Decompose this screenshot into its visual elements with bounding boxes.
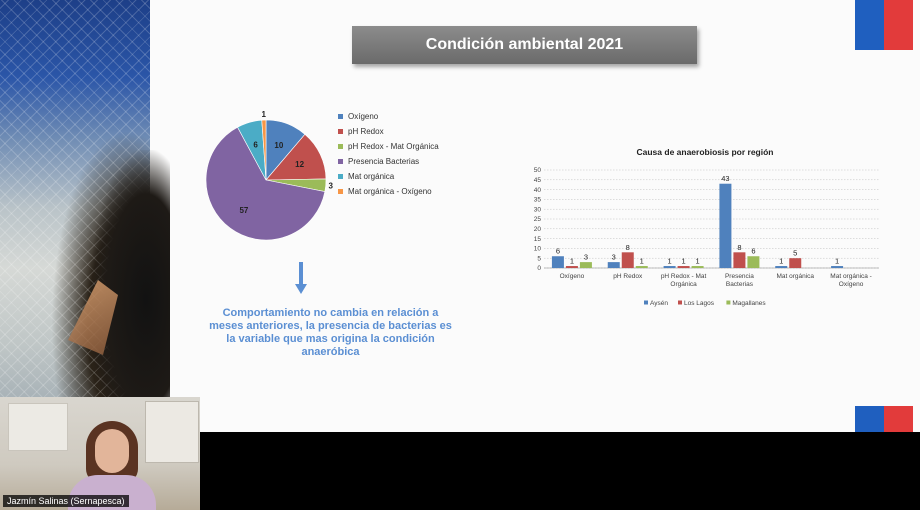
bar-data-label: 8 bbox=[626, 243, 630, 252]
bar bbox=[565, 266, 578, 268]
bar-data-label: 1 bbox=[835, 257, 839, 266]
bar-data-label: 3 bbox=[584, 253, 588, 262]
x-category-label: Mat orgánica - bbox=[830, 273, 872, 280]
x-category-label: Presencia bbox=[725, 273, 754, 280]
slide-title: Condición ambiental 2021 bbox=[352, 26, 697, 64]
pie-legend-item: Oxígeno bbox=[338, 112, 448, 122]
legend-swatch bbox=[338, 189, 343, 194]
chile-flag-logo-bottom bbox=[855, 406, 913, 432]
pie-data-label: 57 bbox=[239, 206, 248, 215]
bar bbox=[691, 266, 704, 268]
bar bbox=[789, 258, 802, 268]
webcam-background-board bbox=[145, 401, 199, 463]
legend-swatch bbox=[338, 129, 343, 134]
legend-swatch bbox=[338, 114, 343, 119]
x-category-label: Oxígeno bbox=[560, 273, 585, 280]
pie-legend-item: Mat orgánica - Oxígeno bbox=[338, 187, 448, 197]
pie-data-label: 10 bbox=[274, 141, 283, 150]
x-category-label: Bacterias bbox=[726, 281, 754, 288]
x-category-label: Mat orgánica bbox=[776, 273, 814, 280]
bar-data-label: 3 bbox=[612, 253, 616, 262]
pie-data-label: 1 bbox=[261, 110, 266, 119]
bar-data-label: 1 bbox=[667, 257, 671, 266]
bar bbox=[775, 266, 788, 268]
x-category-label: pH Redox bbox=[613, 273, 643, 280]
bar bbox=[719, 183, 732, 268]
pie-chart-svg: 10 12 3 57 6 1 bbox=[205, 110, 334, 241]
pie-legend: Oxígeno pH Redox pH Redox - Mat Orgánica Pr… bbox=[338, 112, 448, 202]
legend-swatch bbox=[678, 300, 682, 305]
y-tick-label: 35 bbox=[534, 197, 542, 204]
legend-swatch bbox=[644, 300, 648, 305]
bar bbox=[579, 262, 592, 268]
bar-chart-title: Causa de anaerobiosis por región bbox=[636, 147, 774, 157]
pie-data-label: 3 bbox=[329, 182, 334, 191]
bar bbox=[677, 266, 690, 268]
bar-data-label: 6 bbox=[556, 247, 560, 256]
bar-data-label: 43 bbox=[721, 174, 729, 183]
pie-data-label: 6 bbox=[253, 140, 258, 149]
bar-legend-label: Magallanes bbox=[732, 300, 766, 307]
legend-label: pH Redox bbox=[348, 127, 384, 136]
y-tick-label: 10 bbox=[534, 246, 542, 253]
pie-legend-item: Mat orgánica bbox=[338, 172, 448, 182]
bar bbox=[733, 252, 746, 268]
y-tick-label: 25 bbox=[534, 216, 542, 223]
fish-shadow bbox=[90, 150, 170, 400]
y-tick-label: 45 bbox=[534, 177, 542, 184]
bar-data-label: 1 bbox=[681, 257, 685, 266]
bar-legend-label: Los Lagos bbox=[684, 300, 715, 307]
x-category-label: Orgánica bbox=[670, 281, 697, 288]
legend-label: Mat orgánica bbox=[348, 172, 395, 181]
bar bbox=[747, 256, 760, 268]
x-category-label: pH Redox - Mat bbox=[661, 273, 707, 280]
y-tick-label: 0 bbox=[537, 265, 541, 272]
pie-legend-item: pH Redox bbox=[338, 127, 448, 137]
bar bbox=[551, 256, 564, 268]
down-arrow-icon bbox=[295, 262, 307, 294]
bar-data-label: 1 bbox=[695, 257, 699, 266]
bar bbox=[831, 266, 844, 268]
participant-name-label: Jazmín Salinas (Sernapesca) bbox=[3, 495, 129, 507]
legend-swatch bbox=[338, 174, 343, 179]
pie-legend-item: pH Redox - Mat Orgánica bbox=[338, 142, 448, 152]
bar-data-label: 1 bbox=[570, 257, 574, 266]
y-tick-label: 5 bbox=[537, 255, 541, 262]
bar-data-label: 6 bbox=[751, 247, 755, 256]
bar bbox=[607, 262, 620, 268]
y-tick-label: 30 bbox=[534, 206, 542, 213]
legend-swatch bbox=[338, 159, 343, 164]
legend-swatch bbox=[726, 300, 731, 305]
bar bbox=[663, 266, 676, 268]
y-tick-label: 20 bbox=[534, 226, 542, 233]
bar-data-label: 5 bbox=[793, 249, 797, 258]
bar-data-label: 1 bbox=[640, 257, 644, 266]
bar-data-label: 8 bbox=[737, 243, 741, 252]
x-category-label: Oxígeno bbox=[839, 281, 864, 288]
legend-swatch bbox=[338, 144, 343, 149]
legend-label: Oxígeno bbox=[348, 112, 379, 121]
legend-label: Presencia Bacterias bbox=[348, 157, 420, 166]
presentation-slide: Condición ambiental 2021 10 12 3 57 6 1 Oxíge… bbox=[0, 0, 920, 432]
legend-label: pH Redox - Mat Orgánica bbox=[348, 142, 439, 151]
pie-data-label: 12 bbox=[295, 160, 304, 169]
pie-legend-item: Presencia Bacterias bbox=[338, 157, 448, 167]
bar-legend-label: Aysén bbox=[650, 300, 668, 307]
bar bbox=[621, 252, 634, 268]
slide-comment: Comportamiento no cambia en relación a m… bbox=[209, 307, 452, 358]
bar-data-label: 1 bbox=[779, 257, 783, 266]
y-tick-label: 50 bbox=[534, 167, 542, 174]
webcam-video[interactable]: Jazmín Salinas (Sernapesca) bbox=[0, 397, 200, 510]
webcam-background-window bbox=[8, 403, 68, 451]
y-tick-label: 40 bbox=[534, 187, 542, 194]
pie-chart: 10 12 3 57 6 1 bbox=[196, 110, 336, 250]
y-tick-label: 15 bbox=[534, 236, 542, 243]
pie-slice bbox=[205, 126, 326, 241]
chile-flag-logo bbox=[855, 0, 913, 50]
legend-label: Mat orgánica - Oxígeno bbox=[348, 187, 432, 196]
pie-slice bbox=[261, 119, 267, 181]
bar bbox=[635, 266, 648, 268]
